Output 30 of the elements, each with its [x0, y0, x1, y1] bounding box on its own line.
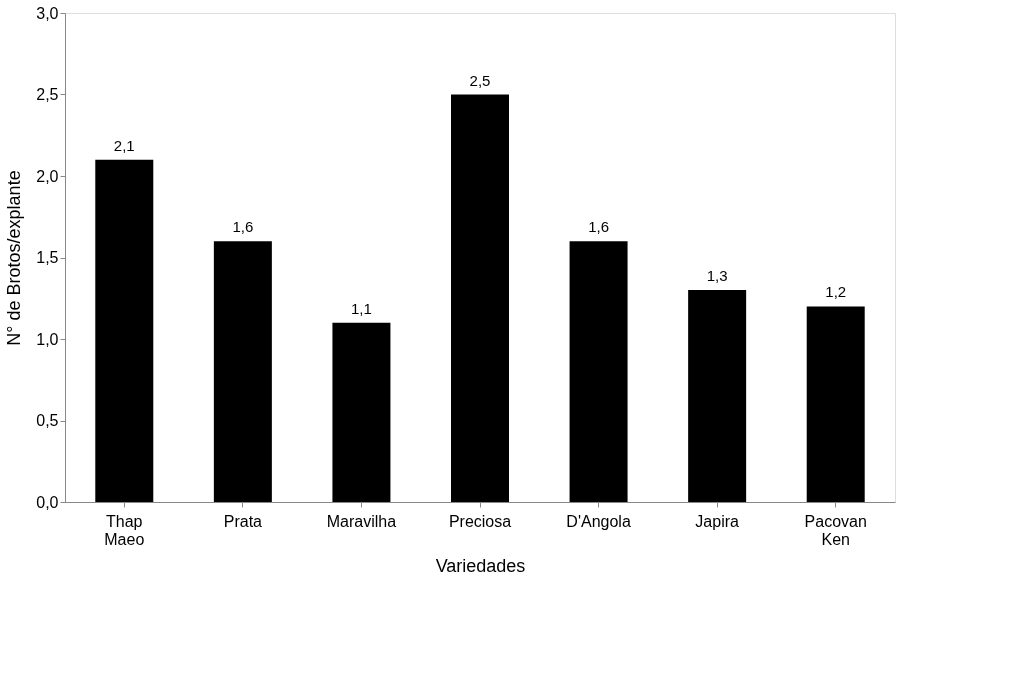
- data-label: 1,1: [351, 299, 372, 317]
- bar: [332, 322, 391, 502]
- x-tick-label: Maravilha: [326, 512, 397, 530]
- y-tick-label: 2,0: [36, 167, 59, 185]
- data-label: 1,6: [588, 218, 609, 236]
- x-tick-label: Thap Maeo: [104, 512, 145, 548]
- x-tick-label: Preciosa: [448, 512, 512, 530]
- y-tick-label: 0,0: [36, 493, 59, 511]
- x-tick-label: D'Angola: [566, 512, 631, 530]
- data-label: 1,3: [706, 267, 728, 285]
- data-label: 2,5: [469, 71, 491, 89]
- y-tick-label: 0,5: [36, 412, 59, 429]
- bar: [688, 290, 747, 502]
- x-tick-label: Pacovan Ken: [804, 512, 867, 548]
- y-axis-title: N° de Brotos/explante: [4, 170, 25, 346]
- bar: [569, 241, 628, 502]
- x-tick-label: Prata: [223, 512, 263, 530]
- bar: [95, 159, 154, 502]
- y-tick-label: 2,5: [36, 86, 59, 103]
- bar: [451, 94, 509, 502]
- data-label: 1,6: [232, 218, 254, 236]
- x-axis-title: Variedades: [435, 555, 526, 576]
- y-tick-label: 1,0: [36, 330, 59, 348]
- y-tick-label: 1,5: [36, 249, 59, 266]
- x-tick-label: Japira: [695, 512, 740, 530]
- data-label: 2,1: [113, 136, 135, 154]
- bar: [806, 306, 865, 502]
- bar: [213, 241, 272, 502]
- data-label: 1,2: [825, 283, 847, 301]
- y-tick-label: 3,0: [36, 4, 59, 22]
